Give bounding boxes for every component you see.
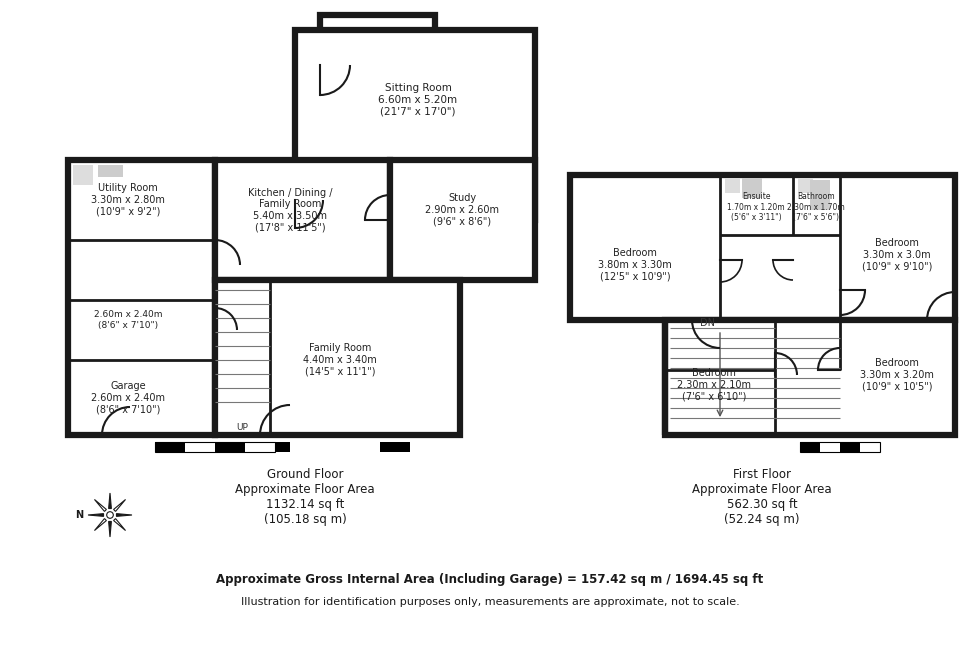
Text: Family Room
4.40m x 3.40m
(14'5" x 11'1"): Family Room 4.40m x 3.40m (14'5" x 11'1"… (303, 343, 377, 377)
Text: Bathroom
2.30m x 1.70m
(7'6" x 5'6"): Bathroom 2.30m x 1.70m (7'6" x 5'6") (787, 192, 845, 222)
Text: DN: DN (700, 318, 714, 328)
Text: Trusted since 1947: Trusted since 1947 (277, 385, 463, 404)
Bar (68, 160, 215, 435)
Polygon shape (109, 522, 112, 537)
Bar (840, 442, 860, 452)
Bar (570, 175, 955, 320)
Text: Bedroom
3.30m x 3.20m
(10'9" x 10'5"): Bedroom 3.30m x 3.20m (10'9" x 10'5") (860, 358, 934, 392)
Bar (820, 442, 840, 452)
Bar (860, 442, 880, 452)
Polygon shape (94, 518, 107, 530)
Text: N: N (74, 510, 83, 520)
Bar (215, 442, 245, 452)
Circle shape (107, 512, 114, 518)
Bar (185, 442, 215, 452)
Text: UP: UP (236, 424, 248, 432)
Bar (98, 165, 123, 177)
Text: Kitchen / Dining /
Family Room
5.40m x 3.50m
(17'8" x 11'5"): Kitchen / Dining / Family Room 5.40m x 3… (248, 187, 332, 232)
Bar (798, 178, 813, 193)
Text: Illustration for identification purposes only, measurements are approximate, not: Illustration for identification purposes… (241, 597, 739, 607)
Polygon shape (109, 493, 112, 509)
Bar (155, 442, 275, 452)
Text: NEIL
MORGAN: NEIL MORGAN (662, 299, 858, 381)
Polygon shape (88, 514, 104, 517)
Bar (380, 442, 410, 452)
Bar (295, 30, 535, 220)
Bar (245, 442, 275, 452)
Text: NEIL
MORGAN: NEIL MORGAN (211, 242, 449, 338)
Bar (215, 280, 460, 435)
Bar (320, 15, 435, 50)
Text: Study
2.90m x 2.60m
(9'6" x 8'6"): Study 2.90m x 2.60m (9'6" x 8'6") (425, 193, 499, 227)
Bar (215, 160, 390, 280)
Bar (440, 442, 470, 452)
Bar (665, 320, 955, 435)
Bar (725, 178, 740, 193)
Polygon shape (94, 500, 107, 511)
Bar (73, 165, 93, 185)
Text: Ensuite
1.70m x 1.20m
(5'6" x 3'11"): Ensuite 1.70m x 1.20m (5'6" x 3'11") (727, 192, 785, 222)
Text: Bedroom
2.30m x 2.10m
(7'6" x 6'10"): Bedroom 2.30m x 2.10m (7'6" x 6'10") (677, 368, 751, 402)
Text: Bedroom
3.80m x 3.30m
(12'5" x 10'9"): Bedroom 3.80m x 3.30m (12'5" x 10'9") (598, 248, 672, 281)
Bar (155, 442, 185, 452)
Text: Bedroom
3.30m x 3.0m
(10'9" x 9'10"): Bedroom 3.30m x 3.0m (10'9" x 9'10") (861, 238, 932, 272)
Text: Garage
2.60m x 2.40m
(8'6" x 7'10"): Garage 2.60m x 2.40m (8'6" x 7'10") (91, 381, 165, 415)
Bar (810, 180, 830, 210)
Bar (390, 160, 535, 280)
Bar (800, 442, 880, 452)
Bar (742, 178, 762, 198)
Bar (320, 442, 350, 452)
Bar (800, 442, 820, 452)
Text: Ground Floor
Approximate Floor Area
1132.14 sq ft
(105.18 sq m): Ground Floor Approximate Floor Area 1132… (235, 468, 374, 526)
Bar (260, 442, 290, 452)
Text: Approximate Gross Internal Area (Including Garage) = 157.42 sq m / 1694.45 sq ft: Approximate Gross Internal Area (Includi… (217, 573, 763, 586)
Polygon shape (114, 518, 125, 530)
Polygon shape (114, 500, 125, 511)
Text: Utility Room
3.30m x 2.80m
(10'9" x 9'2"): Utility Room 3.30m x 2.80m (10'9" x 9'2"… (91, 183, 165, 217)
Text: First Floor
Approximate Floor Area
562.30 sq ft
(52.24 sq m): First Floor Approximate Floor Area 562.3… (692, 468, 832, 526)
Polygon shape (117, 514, 132, 517)
Text: Sitting Room
6.60m x 5.20m
(21'7" x 17'0"): Sitting Room 6.60m x 5.20m (21'7" x 17'0… (378, 84, 458, 117)
Text: 2.60m x 2.40m
(8'6" x 7'10"): 2.60m x 2.40m (8'6" x 7'10") (94, 310, 163, 330)
Text: Trusted since 1947: Trusted since 1947 (661, 401, 819, 419)
